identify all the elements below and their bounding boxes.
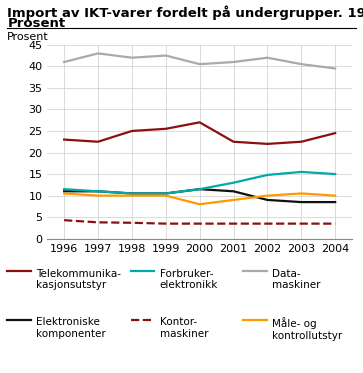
Text: Data-
maskiner: Data- maskiner [272, 269, 321, 290]
Text: Prosent: Prosent [7, 17, 65, 30]
Text: Måle- og
kontrollutstyr: Måle- og kontrollutstyr [272, 317, 343, 341]
Text: Prosent: Prosent [7, 32, 49, 42]
Text: Import av IKT-varer fordelt på undergrupper. 1996-2004.: Import av IKT-varer fordelt på undergrup… [7, 6, 363, 20]
Text: Elektroniske
komponenter: Elektroniske komponenter [36, 317, 106, 339]
Text: Kontor-
maskiner: Kontor- maskiner [160, 317, 208, 339]
Text: Forbruker-
elektronikk: Forbruker- elektronikk [160, 269, 218, 290]
Text: Telekommunika-
kasjonsutstyr: Telekommunika- kasjonsutstyr [36, 269, 121, 290]
